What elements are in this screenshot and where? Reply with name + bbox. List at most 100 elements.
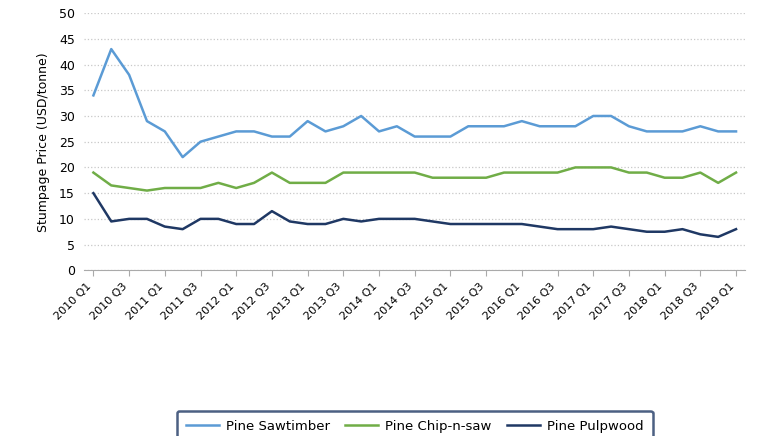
Pine Sawtimber <box>642 129 651 134</box>
Pine Pulpwood <box>607 224 616 229</box>
Pine Pulpwood <box>660 229 669 235</box>
Pine Pulpwood <box>303 221 313 227</box>
Pine Sawtimber <box>499 124 508 129</box>
Pine Pulpwood <box>107 219 116 224</box>
Pine Chip-n-saw <box>250 180 259 185</box>
Pine Sawtimber <box>250 129 259 134</box>
Pine Sawtimber <box>428 134 437 139</box>
Pine Pulpwood <box>499 221 508 227</box>
Pine Sawtimber <box>607 113 616 119</box>
Pine Pulpwood <box>482 221 491 227</box>
Pine Sawtimber <box>553 124 562 129</box>
Pine Sawtimber <box>178 154 187 160</box>
Line: Pine Pulpwood: Pine Pulpwood <box>94 193 736 237</box>
Pine Chip-n-saw <box>517 170 526 175</box>
Pine Chip-n-saw <box>339 170 348 175</box>
Pine Sawtimber <box>588 113 598 119</box>
Pine Pulpwood <box>196 216 205 221</box>
Pine Chip-n-saw <box>642 170 651 175</box>
Pine Chip-n-saw <box>535 170 545 175</box>
Pine Sawtimber <box>356 113 366 119</box>
Pine Chip-n-saw <box>178 185 187 191</box>
Pine Pulpwood <box>571 227 580 232</box>
Pine Sawtimber <box>232 129 241 134</box>
Pine Pulpwood <box>731 227 740 232</box>
Pine Chip-n-saw <box>696 170 705 175</box>
Pine Pulpwood <box>410 216 419 221</box>
Pine Chip-n-saw <box>303 180 313 185</box>
Pine Sawtimber <box>285 134 294 139</box>
Pine Sawtimber <box>339 124 348 129</box>
Pine Sawtimber <box>303 119 313 124</box>
Pine Chip-n-saw <box>607 165 616 170</box>
Pine Sawtimber <box>535 124 545 129</box>
Pine Chip-n-saw <box>124 185 134 191</box>
Pine Sawtimber <box>321 129 330 134</box>
Legend: Pine Sawtimber, Pine Chip-n-saw, Pine Pulpwood: Pine Sawtimber, Pine Chip-n-saw, Pine Pu… <box>177 411 653 436</box>
Pine Sawtimber <box>713 129 723 134</box>
Pine Sawtimber <box>107 47 116 52</box>
Pine Chip-n-saw <box>267 170 276 175</box>
Pine Pulpwood <box>464 221 473 227</box>
Pine Chip-n-saw <box>428 175 437 181</box>
Pine Sawtimber <box>392 124 402 129</box>
Pine Chip-n-saw <box>678 175 687 181</box>
Pine Chip-n-saw <box>232 185 241 191</box>
Pine Pulpwood <box>445 221 455 227</box>
Pine Chip-n-saw <box>321 180 330 185</box>
Pine Chip-n-saw <box>142 188 151 193</box>
Pine Pulpwood <box>428 219 437 224</box>
Y-axis label: Stumpage Price (USD/tonne): Stumpage Price (USD/tonne) <box>38 52 51 232</box>
Pine Pulpwood <box>624 227 634 232</box>
Pine Sawtimber <box>445 134 455 139</box>
Pine Chip-n-saw <box>660 175 669 181</box>
Pine Chip-n-saw <box>445 175 455 181</box>
Pine Pulpwood <box>642 229 651 235</box>
Pine Pulpwood <box>89 191 98 196</box>
Pine Chip-n-saw <box>464 175 473 181</box>
Pine Chip-n-saw <box>196 185 205 191</box>
Pine Pulpwood <box>321 221 330 227</box>
Pine Sawtimber <box>464 124 473 129</box>
Pine Chip-n-saw <box>161 185 170 191</box>
Pine Pulpwood <box>124 216 134 221</box>
Pine Pulpwood <box>678 227 687 232</box>
Pine Pulpwood <box>696 232 705 237</box>
Pine Chip-n-saw <box>588 165 598 170</box>
Pine Pulpwood <box>588 227 598 232</box>
Pine Chip-n-saw <box>499 170 508 175</box>
Pine Pulpwood <box>250 221 259 227</box>
Line: Pine Sawtimber: Pine Sawtimber <box>94 49 736 157</box>
Pine Pulpwood <box>517 221 526 227</box>
Pine Sawtimber <box>678 129 687 134</box>
Pine Sawtimber <box>696 124 705 129</box>
Pine Pulpwood <box>375 216 384 221</box>
Pine Chip-n-saw <box>356 170 366 175</box>
Pine Pulpwood <box>339 216 348 221</box>
Pine Chip-n-saw <box>571 165 580 170</box>
Pine Sawtimber <box>410 134 419 139</box>
Pine Sawtimber <box>89 93 98 98</box>
Pine Chip-n-saw <box>375 170 384 175</box>
Pine Sawtimber <box>624 124 634 129</box>
Pine Pulpwood <box>535 224 545 229</box>
Pine Chip-n-saw <box>89 170 98 175</box>
Pine Sawtimber <box>571 124 580 129</box>
Pine Chip-n-saw <box>285 180 294 185</box>
Pine Pulpwood <box>285 219 294 224</box>
Pine Sawtimber <box>214 134 223 139</box>
Pine Sawtimber <box>142 119 151 124</box>
Pine Pulpwood <box>232 221 241 227</box>
Pine Pulpwood <box>267 208 276 214</box>
Pine Pulpwood <box>356 219 366 224</box>
Pine Sawtimber <box>731 129 740 134</box>
Pine Pulpwood <box>713 234 723 239</box>
Pine Pulpwood <box>178 227 187 232</box>
Pine Chip-n-saw <box>214 180 223 185</box>
Pine Chip-n-saw <box>553 170 562 175</box>
Pine Sawtimber <box>196 139 205 144</box>
Pine Sawtimber <box>375 129 384 134</box>
Pine Pulpwood <box>214 216 223 221</box>
Pine Chip-n-saw <box>731 170 740 175</box>
Line: Pine Chip-n-saw: Pine Chip-n-saw <box>94 167 736 191</box>
